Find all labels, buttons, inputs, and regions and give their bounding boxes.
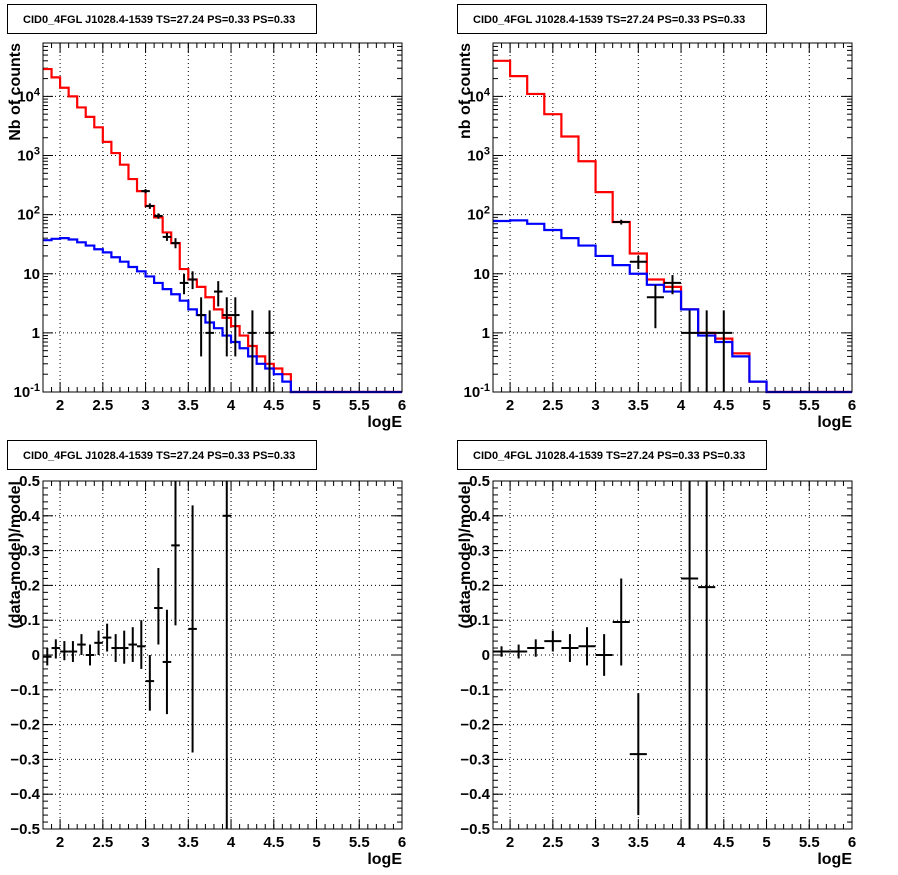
y-tick-label: 10-1 [14, 382, 40, 401]
y-tick-label: 0.3 [469, 543, 490, 560]
x-tick-label: 3.5 [628, 397, 649, 414]
x-tick-label: 2.5 [92, 397, 113, 414]
y-tick-label: 0.5 [19, 473, 40, 490]
y-tick-label: −0.4 [460, 786, 490, 803]
plot-area [43, 481, 402, 829]
x-tick-label: 4 [227, 834, 236, 851]
x-tick-label: 2.5 [542, 834, 563, 851]
plot-frame [42, 42, 403, 393]
y-tick-label: 1 [32, 325, 40, 342]
x-tick-label: 2.5 [92, 834, 113, 851]
y-axis-label: nb of counts [457, 43, 474, 139]
plot-area [493, 481, 852, 829]
y-tick-label: −0.1 [460, 682, 490, 699]
y-tick-label: −0.4 [10, 786, 40, 803]
plot-panel-2: 2 2.5 3 3.5 4 4.5 5 5.5 6 10-1 1 10 102 103 104 logE nb … [457, 42, 856, 431]
y-tick-label: 10 [473, 266, 490, 283]
plot-frame [492, 480, 853, 830]
x-tick-label: 4.5 [263, 834, 284, 851]
x-tick-label: 5.5 [799, 397, 820, 414]
x-tick-label: 4.5 [263, 397, 284, 414]
panel-2-title: CID0_4FGL J1028.4-1539 TS=27.24 PS=0.33 … [457, 4, 767, 34]
x-axis-label: logE [367, 414, 402, 431]
y-tick-label: −0.2 [10, 717, 40, 734]
y-tick-label: 1 [482, 325, 490, 342]
x-tick-label: 3 [141, 397, 149, 414]
plot-area [493, 43, 852, 392]
x-tick-label: 5 [762, 397, 770, 414]
y-axis-label: (data-model)/model [457, 481, 474, 629]
x-tick-label: 4 [677, 397, 686, 414]
x-tick-label: 5.5 [349, 397, 370, 414]
x-tick-label: 5 [312, 397, 320, 414]
y-tick-label: 0 [32, 647, 40, 664]
plot-panel-1: 2 2.5 3 3.5 4 4.5 5 5.5 6 10-1 1 10 102 103 104 logE Nb … [7, 42, 406, 431]
x-tick-label: 5 [312, 834, 320, 851]
y-tick-label: 0.2 [469, 577, 490, 594]
x-tick-label: 3.5 [178, 397, 199, 414]
plot-frame [492, 42, 853, 393]
panel-3-title: CID0_4FGL J1028.4-1539 TS=27.24 PS=0.33 … [7, 440, 317, 470]
y-tick-label: 0.2 [19, 577, 40, 594]
y-tick-label: 103 [467, 146, 490, 165]
y-tick-label: 0.3 [19, 543, 40, 560]
x-tick-label: 3 [591, 397, 599, 414]
panel-1-title: CID0_4FGL J1028.4-1539 TS=27.24 PS=0.33 … [7, 4, 317, 34]
plot-panel-3: 2 2.5 3 3.5 4 4.5 5 5.5 6 −0.5 −0.4 −0.3 −0.2 −0.1 0 0.… [7, 473, 406, 868]
y-tick-label: −0.5 [460, 821, 490, 838]
x-tick-label: 4 [227, 397, 236, 414]
x-tick-label: 2.5 [542, 397, 563, 414]
y-tick-label: 0.4 [469, 508, 491, 525]
panel-4-title: CID0_4FGL J1028.4-1539 TS=27.24 PS=0.33 … [457, 440, 767, 470]
y-tick-label: 10 [23, 266, 40, 283]
y-tick-label: 104 [467, 86, 491, 105]
y-tick-label: 102 [17, 205, 40, 224]
y-tick-label: 0.4 [19, 508, 41, 525]
y-tick-label: −0.2 [460, 717, 490, 734]
x-tick-label: 6 [398, 397, 406, 414]
x-tick-label: 3 [591, 834, 599, 851]
x-tick-label: 2 [506, 834, 514, 851]
x-tick-label: 5.5 [349, 834, 370, 851]
y-tick-label: 0.1 [469, 612, 490, 629]
x-tick-label: 3 [141, 834, 149, 851]
y-tick-label: 10-1 [464, 382, 490, 401]
x-axis-label: logE [817, 414, 852, 431]
plot-panel-4: 2 2.5 3 3.5 4 4.5 5 5.5 6 −0.5 −0.4 −0.3 −0.2 −0.1 0 0.… [457, 473, 856, 868]
x-tick-label: 5.5 [799, 834, 820, 851]
x-axis-label: logE [367, 851, 402, 868]
y-tick-label: 102 [467, 205, 490, 224]
x-tick-label: 6 [848, 397, 856, 414]
y-tick-label: 103 [17, 146, 40, 165]
y-tick-label: −0.5 [10, 821, 40, 838]
y-tick-label: 0.1 [19, 612, 40, 629]
x-tick-label: 3.5 [628, 834, 649, 851]
y-tick-label: 0 [482, 647, 490, 664]
y-tick-label: −0.1 [10, 682, 40, 699]
x-tick-label: 4 [677, 834, 686, 851]
x-tick-label: 5 [762, 834, 770, 851]
x-tick-label: 2 [56, 397, 64, 414]
x-tick-label: 3.5 [178, 834, 199, 851]
plot-area [43, 43, 402, 392]
plot-frame [42, 480, 403, 830]
x-tick-label: 4.5 [713, 397, 734, 414]
x-tick-label: 6 [848, 834, 856, 851]
y-tick-label: 104 [17, 86, 41, 105]
y-tick-label: −0.3 [460, 751, 490, 768]
x-tick-label: 2 [56, 834, 64, 851]
y-tick-label: 0.5 [469, 473, 490, 490]
y-axis-label: Nb of counts [7, 43, 24, 141]
y-axis-label: (data-model)/model [7, 481, 24, 629]
x-axis-label: logE [817, 851, 852, 868]
x-tick-label: 6 [398, 834, 406, 851]
y-tick-label: −0.3 [10, 751, 40, 768]
x-tick-label: 2 [506, 397, 514, 414]
x-tick-label: 4.5 [713, 834, 734, 851]
